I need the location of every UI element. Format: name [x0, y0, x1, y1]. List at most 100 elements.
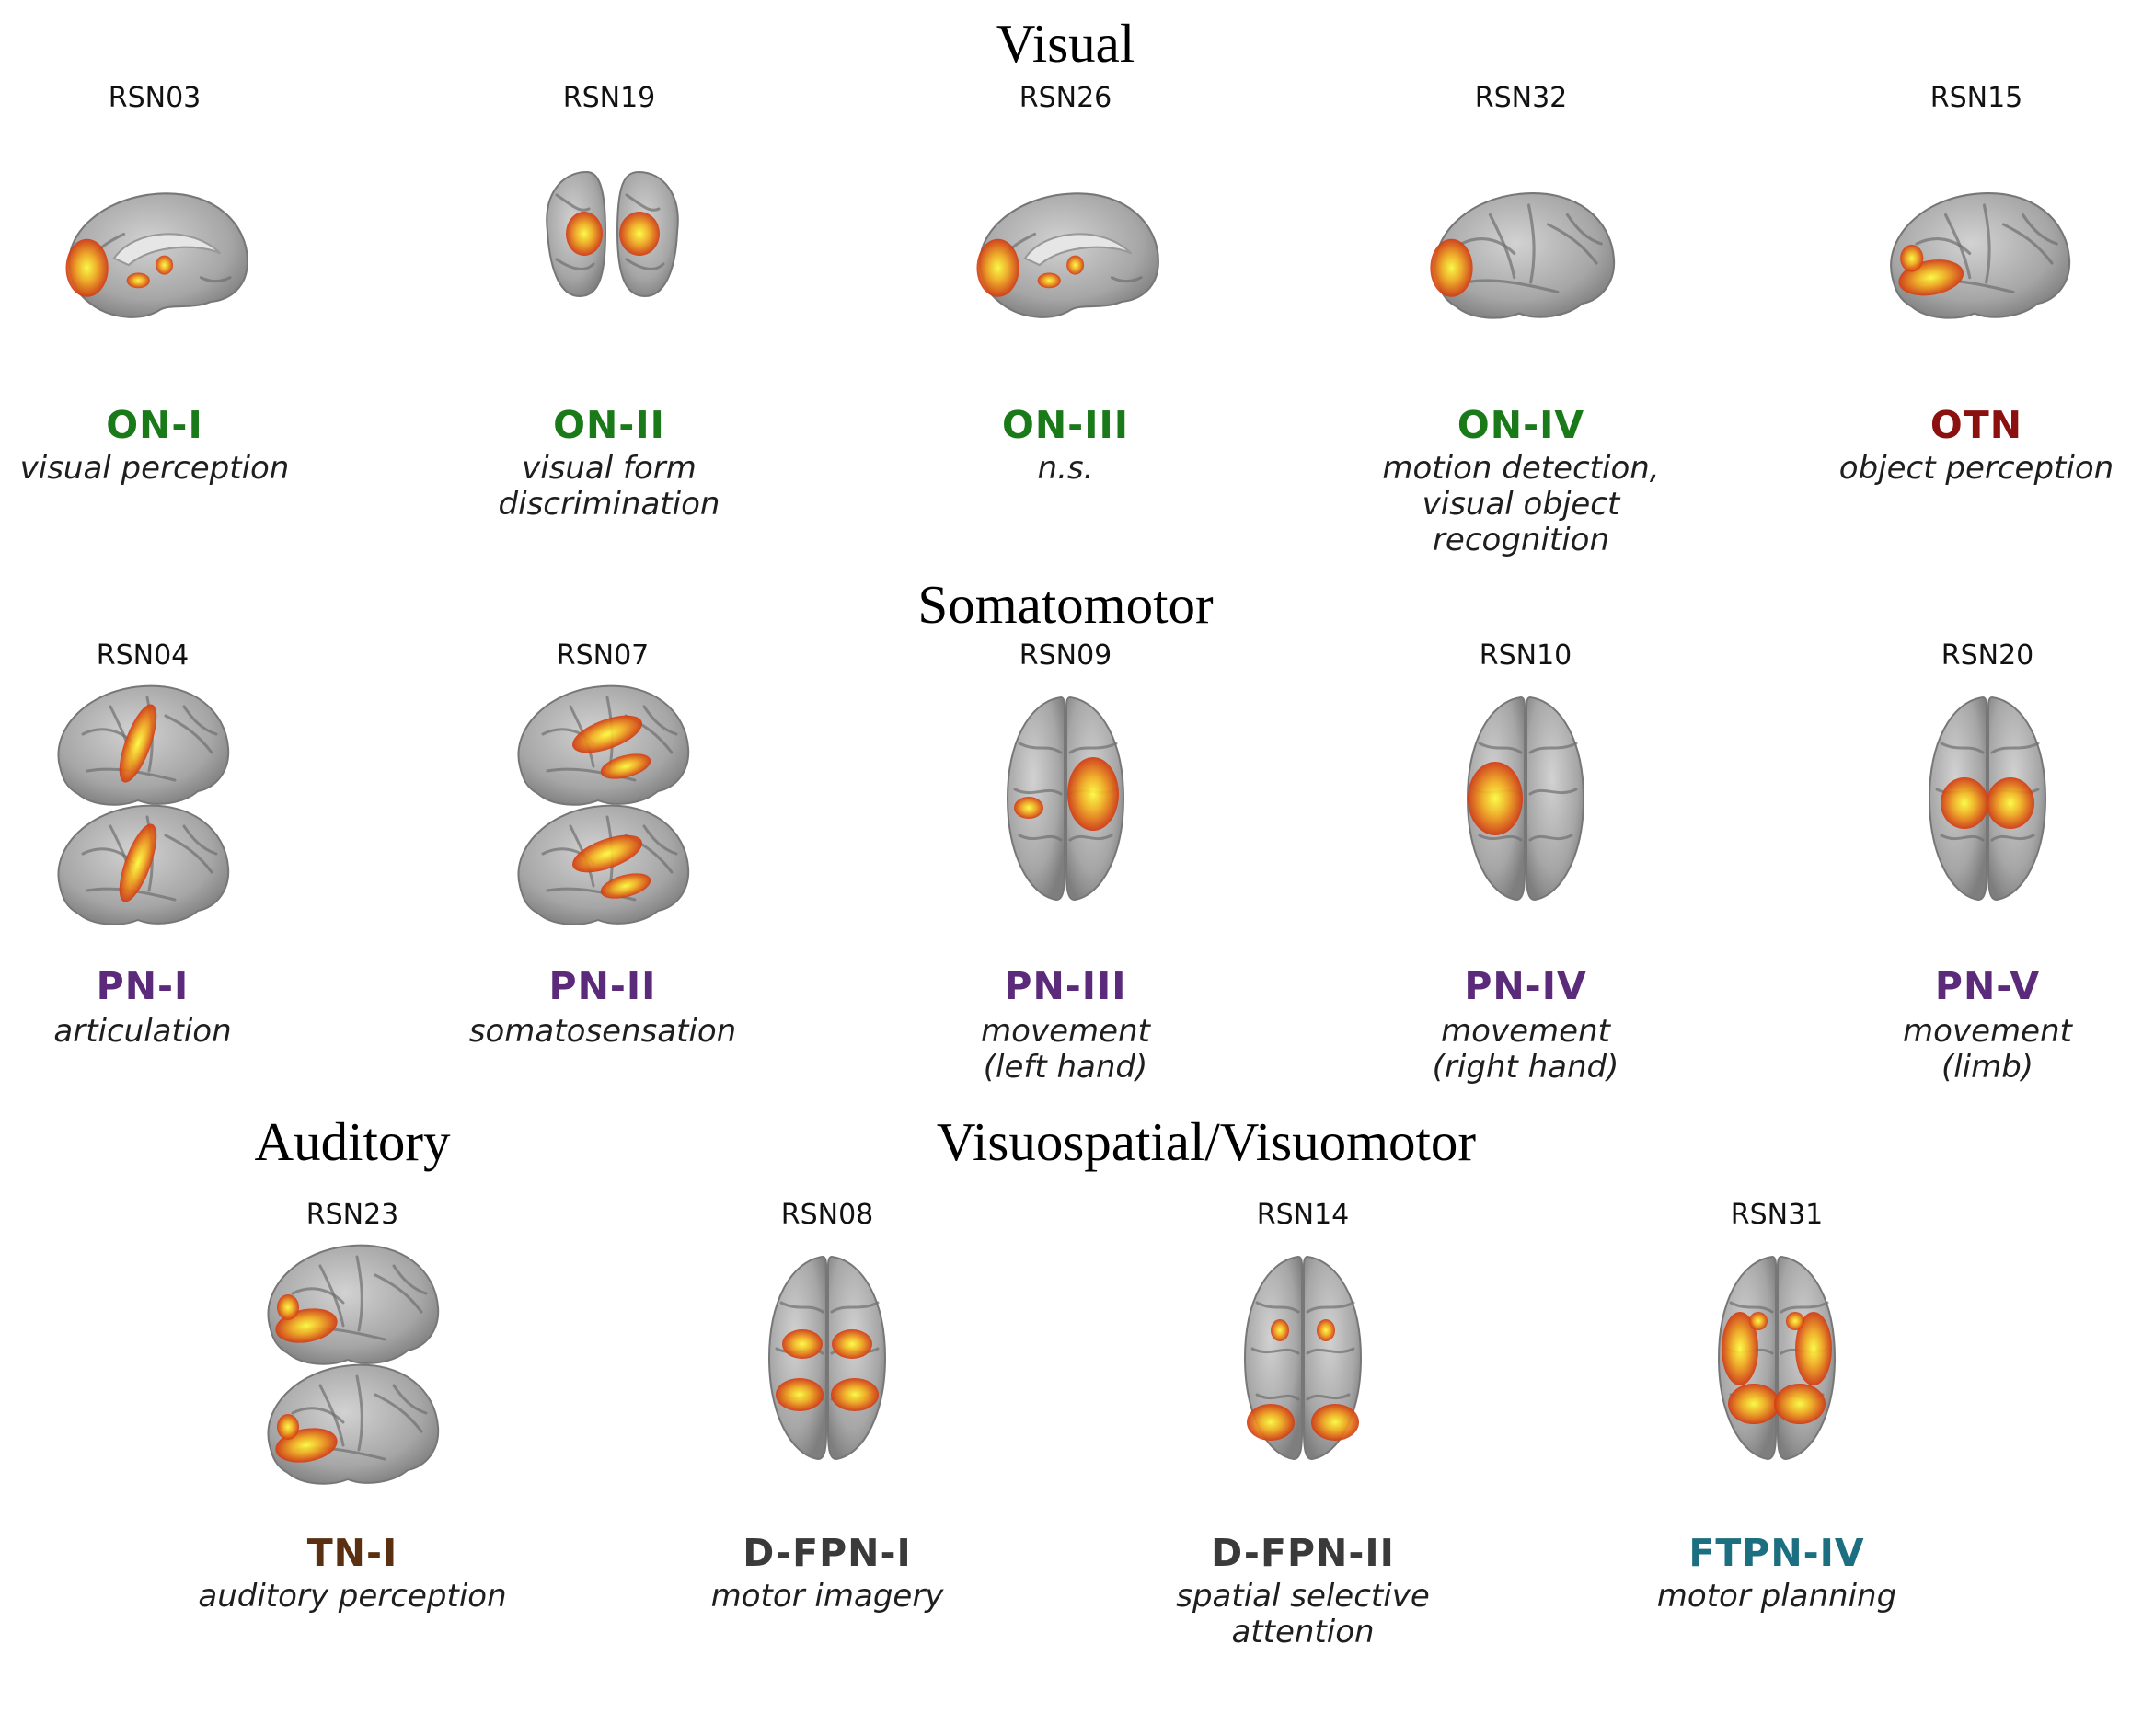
rsn-label: RSN10 [1479, 639, 1572, 672]
rsn-label: RSN23 [305, 1199, 399, 1231]
activation-spot [1468, 762, 1523, 835]
rsn-label: RSN04 [96, 639, 190, 672]
activation-spot [1037, 272, 1061, 289]
activation-spot [1786, 1312, 1804, 1330]
activation-spot [600, 753, 651, 779]
brain-illustration [65, 192, 248, 318]
network-panel-rsn10: RSN10 PN-IV movement (right hand) [1332, 639, 1719, 1086]
activation-spot [1430, 238, 1473, 297]
brain-illustration [1928, 696, 2047, 902]
network-panel-rsn04: RSN04 PN-I articulation [0, 639, 336, 1050]
network-name: D-FPN-II [1211, 1531, 1395, 1575]
activation-spot [1066, 255, 1085, 275]
activation-spot [782, 1329, 823, 1359]
activation-spot [1247, 1404, 1295, 1441]
network-function: motion detection, visual object recognit… [1382, 450, 1660, 558]
activation-spot [1311, 1404, 1359, 1441]
brain-illustration [267, 1244, 440, 1485]
activation-spot [126, 272, 150, 289]
activation-spot [1941, 777, 1988, 829]
rsn-label: RSN19 [562, 82, 656, 114]
brain-illustration [57, 684, 230, 925]
activation-spot [619, 212, 660, 256]
brain-illustration [1890, 192, 2071, 319]
brain-illustration [976, 192, 1159, 318]
section-title-visual: Visual [996, 13, 1135, 74]
activation-spot [1749, 1312, 1768, 1330]
network-function: visual perception [19, 450, 290, 487]
network-panel-rsn08: RSN08 D-FPN-I motor imagery [634, 1199, 1020, 1615]
network-panel-rsn19: RSN19 ON-II visual form discrimination [416, 82, 802, 523]
activation-spot [1987, 777, 2034, 829]
activation-spot [572, 834, 642, 873]
network-name: FTPN-IV [1688, 1531, 1865, 1575]
activation-spot [1271, 1319, 1289, 1341]
brain-illustration [1243, 1255, 1363, 1461]
network-name: PN-V [1934, 964, 2041, 1008]
brain-surface [979, 192, 1159, 318]
activation-spot [600, 873, 651, 899]
activation-spot [1722, 1312, 1758, 1385]
brain-surface [68, 192, 248, 318]
network-function: auditory perception [198, 1578, 507, 1615]
activation-spot [976, 238, 1019, 297]
activation-spot [1728, 1384, 1780, 1424]
network-name: PN-III [1004, 964, 1127, 1008]
network-panel-rsn23: RSN23 TN-I auditory perception [159, 1199, 546, 1615]
rsn-label: RSN09 [1019, 639, 1112, 672]
activation-spot [566, 212, 603, 256]
network-panel-rsn14: RSN14 D-FPN-II spatial selective attention [1110, 1201, 1496, 1650]
network-function: object perception [1838, 450, 2114, 487]
rsn-label: RSN20 [1941, 639, 2034, 672]
activation-spot [572, 715, 642, 753]
rsn-label: RSN31 [1730, 1199, 1824, 1231]
network-function: movement (right hand) [1432, 1013, 1619, 1086]
network-panel-rsn15: RSN15 OTN object perception [1783, 82, 2131, 487]
activation-spot [1317, 1319, 1335, 1341]
brain-illustration [1006, 696, 1125, 902]
network-name: PN-IV [1464, 964, 1587, 1008]
activation-spot [776, 1378, 824, 1411]
brain-surface [1434, 192, 1616, 319]
section-title-visuospatial: Visuospatial/Visuomotor [936, 1111, 1477, 1172]
activation-spot [1067, 757, 1119, 831]
activation-spot [1774, 1384, 1826, 1424]
network-name: OTN [1929, 403, 2023, 447]
network-panel-rsn32: RSN32 ON-IV motion detection, visual objec… [1328, 82, 1714, 558]
activation-spot [65, 238, 109, 297]
network-name: ON-II [553, 403, 665, 447]
activation-spot [1795, 1312, 1832, 1385]
activation-spot [832, 1329, 872, 1359]
section-title-somatomotor: Somatomotor [917, 574, 1214, 635]
network-name: D-FPN-I [743, 1531, 912, 1575]
network-name: ON-I [106, 403, 203, 447]
rsn-label: RSN32 [1474, 82, 1568, 114]
brain-illustration [546, 170, 679, 298]
activation-spot [119, 704, 157, 783]
brain-illustration [1717, 1255, 1837, 1461]
activation-spot [1900, 245, 1924, 272]
network-function: movement (limb) [1903, 1013, 2072, 1086]
activation-spot [1014, 797, 1043, 819]
activation-spot [831, 1378, 879, 1411]
network-function: n.s. [1037, 450, 1094, 487]
network-function: articulation [53, 1013, 232, 1050]
network-name: ON-IV [1457, 403, 1585, 447]
network-function: motor planning [1656, 1578, 1897, 1615]
network-name: TN-I [306, 1531, 398, 1575]
network-panel-rsn31: RSN31 FTPN-IV motor planning [1584, 1199, 1970, 1615]
rsn-label: RSN08 [780, 1199, 874, 1231]
network-name: ON-III [1002, 403, 1129, 447]
activation-spot [277, 1294, 299, 1320]
network-name: PN-II [548, 964, 657, 1008]
section-title-auditory: Auditory [254, 1111, 451, 1172]
activation-spot [277, 1414, 299, 1440]
activation-spot [156, 255, 174, 275]
network-panel-rsn26: RSN26 ON-III n.s. [872, 85, 1259, 487]
brain-illustration [517, 684, 690, 925]
rsn-label: RSN15 [1929, 82, 2023, 114]
brain-illustration [1466, 696, 1585, 902]
brain-illustration [767, 1255, 887, 1461]
network-function: visual form discrimination [498, 450, 720, 523]
network-panel-rsn07: RSN07 PN-II somatosensation [409, 642, 796, 1050]
